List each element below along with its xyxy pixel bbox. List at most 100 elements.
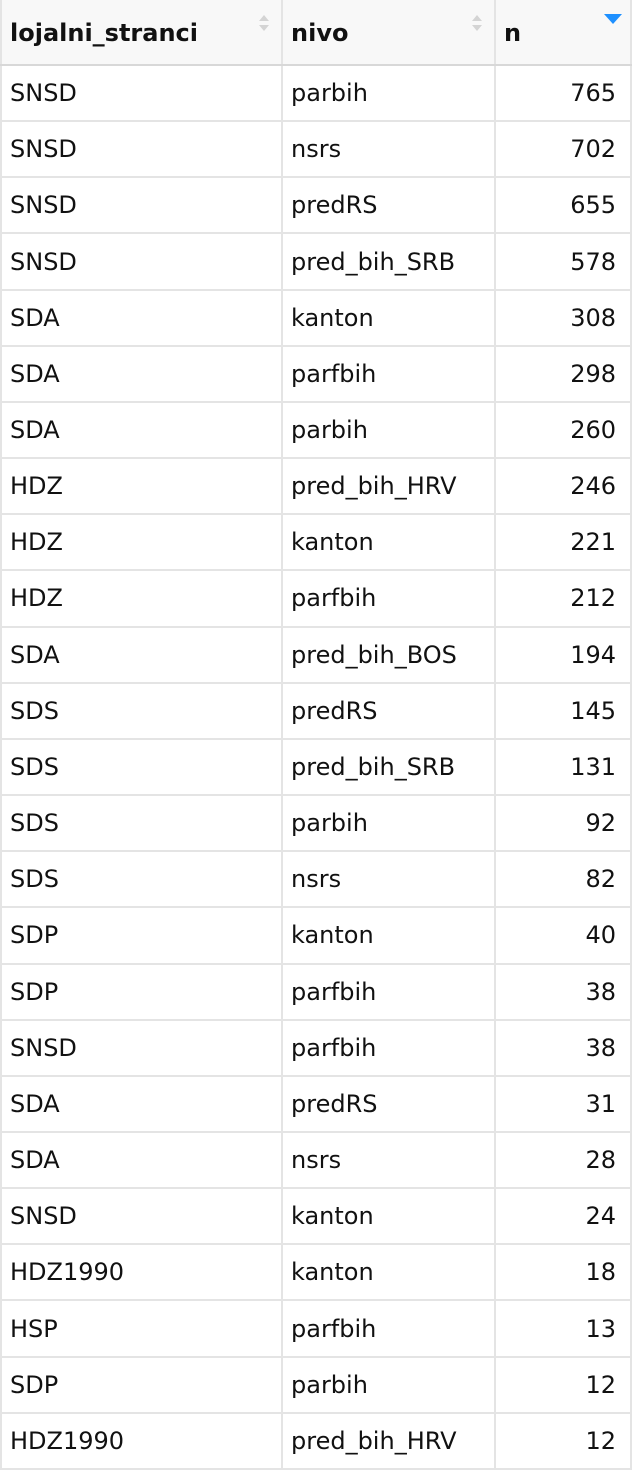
table-row: HSP parfbih 13 (0, 1301, 632, 1358)
header-row: lojalni_stranci nivo n (0, 0, 632, 66)
table-cell: HDZ1990 (0, 1245, 283, 1300)
sort-icon-active (604, 14, 622, 24)
table-row: SDS predRS 145 (0, 683, 632, 740)
table-cell: pred_bih_HRV (283, 1413, 496, 1468)
table-row: SNSD parfbih 38 (0, 1020, 632, 1077)
table-row: SNSD predRS 655 (0, 178, 632, 235)
table-cell: SDS (0, 852, 283, 907)
table-cell: kanton (283, 290, 496, 345)
table-cell: SDP (0, 908, 283, 963)
table-cell: 82 (496, 852, 632, 907)
table-cell: SDP (0, 964, 283, 1019)
table-row: SDP kanton 40 (0, 908, 632, 965)
sort-icon (472, 15, 482, 31)
table-row: SNSD parbih 765 (0, 66, 632, 123)
table-cell: 28 (496, 1132, 632, 1188)
table-row: SDA predRS 31 (0, 1076, 632, 1133)
table-cell: predRS (283, 1076, 496, 1131)
table-cell: predRS (283, 683, 496, 738)
table-cell: SDA (0, 1076, 283, 1131)
table-cell: SDP (0, 1357, 283, 1412)
table-cell: SDA (0, 402, 283, 458)
table-cell: parbih (283, 66, 496, 121)
table-cell: 194 (496, 627, 632, 682)
table-cell: 212 (496, 571, 632, 626)
table-cell: HDZ1990 (0, 1413, 283, 1468)
table-row: SDS nsrs 82 (0, 852, 632, 909)
table-cell: 38 (496, 1020, 632, 1075)
table-cell: 13 (496, 1301, 632, 1356)
table-row: SNSD nsrs 702 (0, 122, 632, 179)
table-row: SDA kanton 308 (0, 290, 632, 347)
table-cell: SNSD (0, 66, 283, 121)
table-cell: 40 (496, 908, 632, 963)
table-row: HDZ kanton 221 (0, 515, 632, 572)
table-row: SDS parbih 92 (0, 796, 632, 853)
table-cell: pred_bih_SRB (283, 739, 496, 795)
table-cell: SDS (0, 739, 283, 795)
table-row: SDS pred_bih_SRB 131 (0, 739, 632, 797)
header-cell[interactable]: lojalni_stranci (0, 0, 283, 64)
table-cell: 298 (496, 346, 632, 401)
table-cell: HDZ (0, 515, 283, 570)
table-cell: 131 (496, 739, 632, 795)
table-cell: pred_bih_HRV (283, 459, 496, 514)
header-label: nivo (291, 19, 349, 47)
table-cell: SNSD (0, 122, 283, 177)
table-row: SDP parfbih 38 (0, 964, 632, 1021)
table-cell: 18 (496, 1245, 632, 1300)
header-label: n (504, 19, 522, 47)
table-cell: SDA (0, 346, 283, 401)
table-cell: 702 (496, 122, 632, 177)
table-cell: SNSD (0, 1020, 283, 1075)
table-cell: kanton (283, 515, 496, 570)
table-cell: 12 (496, 1357, 632, 1412)
table-row: HDZ1990 kanton 18 (0, 1245, 632, 1302)
table-cell: parfbih (283, 1301, 496, 1356)
table-cell: parfbih (283, 346, 496, 401)
header-cell[interactable]: nivo (283, 0, 496, 64)
table-cell: 765 (496, 66, 632, 121)
table-cell: SDS (0, 796, 283, 851)
table-cell: nsrs (283, 852, 496, 907)
table-cell: 12 (496, 1413, 632, 1468)
table-cell: pred_bih_BOS (283, 627, 496, 682)
table-row: SDA pred_bih_BOS 194 (0, 627, 632, 684)
table-cell: 308 (496, 290, 632, 345)
table-row: SNSD kanton 24 (0, 1189, 632, 1246)
table-row: HDZ1990 pred_bih_HRV 12 (0, 1413, 632, 1470)
table-cell: 260 (496, 402, 632, 458)
table-row: SDA nsrs 28 (0, 1132, 632, 1190)
table-cell: parbih (283, 1357, 496, 1412)
table-cell: 221 (496, 515, 632, 570)
table-row: SDA parbih 260 (0, 402, 632, 460)
table-row: SDP parbih 12 (0, 1357, 632, 1414)
table-row: HDZ parfbih 212 (0, 571, 632, 628)
table-cell: pred_bih_SRB (283, 234, 496, 289)
table-cell: SDA (0, 290, 283, 345)
table-row: SDA parfbih 298 (0, 346, 632, 403)
table-cell: HSP (0, 1301, 283, 1356)
header-label: lojalni_stranci (10, 19, 199, 47)
table-cell: 24 (496, 1189, 632, 1244)
table-cell: HDZ (0, 571, 283, 626)
table-row: HDZ pred_bih_HRV 246 (0, 459, 632, 516)
table-cell: nsrs (283, 1132, 496, 1188)
table-cell: 31 (496, 1076, 632, 1131)
table-cell: SDA (0, 1132, 283, 1188)
table-cell: parfbih (283, 964, 496, 1019)
header-cell[interactable]: n (496, 0, 632, 64)
table-cell: SDS (0, 683, 283, 738)
table-cell: 38 (496, 964, 632, 1019)
table-cell: kanton (283, 908, 496, 963)
table-cell: parfbih (283, 1020, 496, 1075)
table-cell: SNSD (0, 1189, 283, 1244)
table-cell: nsrs (283, 122, 496, 177)
table-cell: SNSD (0, 234, 283, 289)
table-cell: 92 (496, 796, 632, 851)
table-cell: kanton (283, 1189, 496, 1244)
table-cell: parfbih (283, 571, 496, 626)
table-cell: SDA (0, 627, 283, 682)
